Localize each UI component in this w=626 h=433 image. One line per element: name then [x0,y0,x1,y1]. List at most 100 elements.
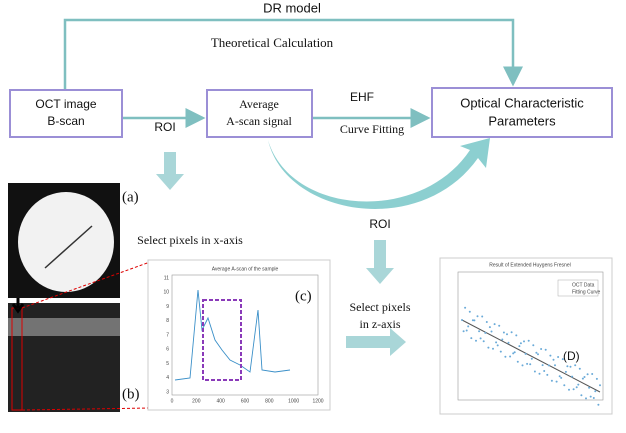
dot [551,380,553,382]
dot [545,349,547,351]
dot [543,370,545,372]
panel-label: (c) [295,288,312,304]
y-tick-label: 9 [166,304,169,310]
dot [573,388,575,390]
dot [525,353,527,355]
dot [531,358,533,360]
dot [501,339,503,341]
dot [568,389,570,391]
dot [597,404,599,406]
dot [570,366,572,368]
diagram: DR model Theoretical Calculation OCT ima… [0,0,626,433]
plot-title: Result of Extended Huygens Fresnel [489,262,570,268]
legend-entry: Fitting Curve [572,289,601,295]
dot [497,344,499,346]
dot [486,321,488,323]
dot [587,373,589,375]
dot [532,344,534,346]
dot [480,337,482,339]
dot [506,333,508,335]
x-tick-label: 600 [241,398,250,404]
y-tick-label: 3 [166,389,169,395]
dot [481,316,483,318]
bscan-layer [8,318,120,336]
dot [494,323,496,325]
dot [467,325,469,327]
dot [514,351,516,353]
y-tick-label: 11 [164,275,169,281]
dot [566,365,568,367]
y-tick-label: 7 [166,332,169,338]
dot [553,359,555,361]
page: DR model Theoretical Calculation OCT ima… [0,0,626,433]
dot [534,371,536,373]
dot [563,384,565,386]
y-tick-label: 6 [166,347,169,353]
label: ROI [154,120,175,134]
dot [537,353,539,355]
dot [461,319,463,321]
dot [535,352,537,354]
box-text: OCT image [35,97,96,111]
dot [508,342,510,344]
box-text: A-scan signal [226,114,292,128]
legend-entry: OCT Data [572,282,595,288]
dot [500,351,502,353]
x-tick-label: 400 [216,398,225,404]
dot [526,363,528,365]
right-arrow [346,328,406,356]
step: in z-axis [360,317,401,331]
dot [491,331,493,333]
dot [585,397,587,399]
dot [584,376,586,378]
dot [548,364,550,366]
dot [483,340,485,342]
dot [590,396,592,398]
panel-label: (b) [122,386,140,402]
dot [522,364,524,366]
down-arrow [366,240,394,284]
dot [517,361,519,363]
dot [489,326,491,328]
dot [478,330,480,332]
dot [559,375,561,377]
box-text: Optical Characteristic [460,95,584,110]
label: EHF [350,90,374,104]
dot [596,378,598,380]
dot [495,341,497,343]
dot [542,364,544,366]
dot [546,374,548,376]
dot [593,397,595,399]
dot [509,356,511,358]
dot [492,348,494,350]
down-arrow [156,152,184,190]
dot [477,315,479,317]
dot [469,311,471,313]
y-tick-label: 5 [166,361,169,367]
dot [473,319,475,321]
step: Select pixels [350,300,411,314]
dot [463,330,465,332]
x-tick-label: 1200 [312,398,323,404]
y-tick-label: 8 [166,318,169,324]
dot [577,384,579,386]
dot [466,330,468,332]
dot [523,340,525,342]
y-tick-label: 10 [163,290,169,296]
dot [560,377,562,379]
dot [539,373,541,375]
dot [580,394,582,396]
dot [579,368,581,370]
x-tick-label: 200 [192,398,201,404]
dot [504,356,506,358]
panel-label: (D) [563,349,580,363]
dot [571,376,573,378]
label: Curve Fitting [340,122,404,136]
sample [18,192,114,292]
plot-title: Average A-scan of the sample [212,266,279,272]
dot [574,364,576,366]
dot [557,356,559,358]
dot [529,363,531,365]
dot [594,390,596,392]
label: ROI [369,217,390,231]
